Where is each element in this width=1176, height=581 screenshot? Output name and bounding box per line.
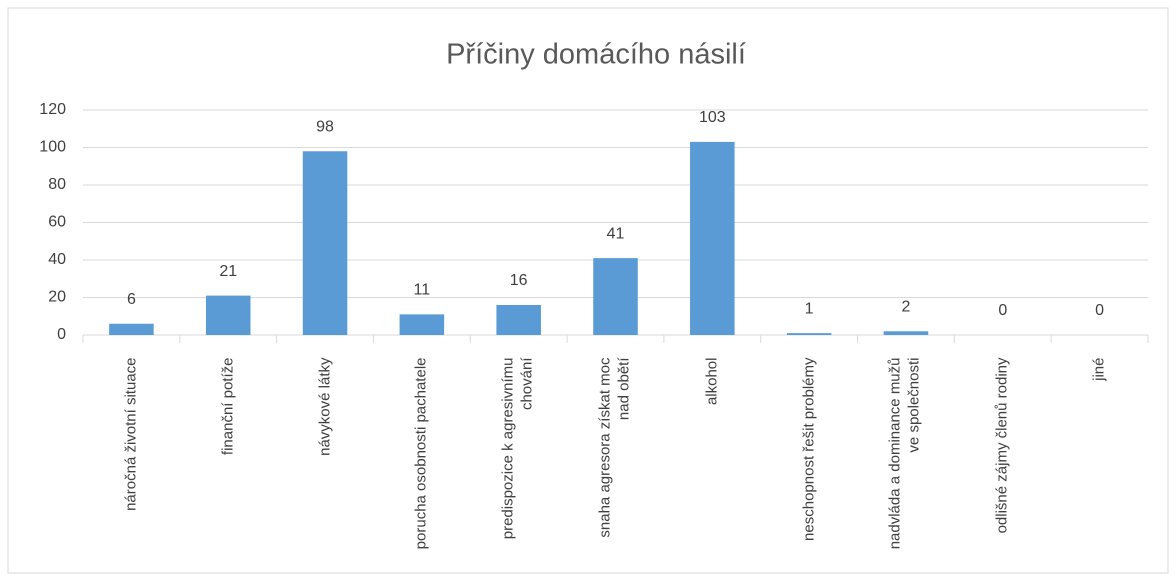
data-label: 16 bbox=[510, 272, 528, 289]
bar bbox=[302, 151, 348, 335]
x-tick-label: alkohol bbox=[702, 357, 720, 405]
x-tick-label: predispozice k agresivnímu chování bbox=[499, 357, 536, 539]
y-tick-label: 80 bbox=[48, 176, 66, 193]
bar bbox=[786, 333, 832, 335]
data-label: 2 bbox=[902, 298, 911, 315]
chart-title: Příčiny domácího násilí bbox=[446, 39, 746, 71]
data-label: 41 bbox=[607, 225, 625, 242]
x-tick-label: náročná životní situace bbox=[122, 357, 140, 511]
x-tick-label: nadvláda a dominance mužů ve společnosti bbox=[887, 357, 923, 549]
data-label: 1 bbox=[805, 300, 814, 317]
x-tick-label: finanční potíže bbox=[218, 357, 236, 455]
y-tick-label: 0 bbox=[57, 326, 66, 343]
y-tick-label: 20 bbox=[48, 289, 66, 306]
bar bbox=[109, 323, 154, 335]
data-label: 11 bbox=[414, 282, 431, 299]
bar bbox=[496, 305, 541, 335]
bar bbox=[593, 258, 638, 335]
data-label: 98 bbox=[316, 118, 334, 135]
data-label: 21 bbox=[219, 263, 237, 280]
y-tick-label: 60 bbox=[48, 214, 66, 231]
chart-border bbox=[7, 7, 1169, 574]
x-tick-label: porucha osobnosti pachatele bbox=[412, 357, 430, 549]
bar bbox=[205, 295, 251, 335]
y-tick-label: 100 bbox=[39, 139, 66, 156]
data-label: 0 bbox=[998, 302, 1007, 319]
x-tick-label: neschopnost řešit problémy bbox=[799, 357, 817, 541]
x-tick-label: jiné bbox=[1090, 357, 1108, 381]
bar bbox=[399, 314, 445, 335]
y-tick-label: 40 bbox=[48, 251, 66, 268]
bar bbox=[690, 141, 735, 335]
bar bbox=[883, 331, 929, 335]
x-tick-label: návykové látky bbox=[315, 357, 333, 456]
data-label: 0 bbox=[1095, 302, 1104, 319]
data-label: 103 bbox=[699, 109, 726, 126]
y-tick-label: 120 bbox=[39, 101, 66, 118]
x-tick-label: snaha agresora získat moc nad obětí bbox=[596, 357, 633, 538]
data-label: 6 bbox=[127, 291, 136, 308]
x-tick-label: odlišné zájmy členů rodiny bbox=[993, 357, 1011, 533]
